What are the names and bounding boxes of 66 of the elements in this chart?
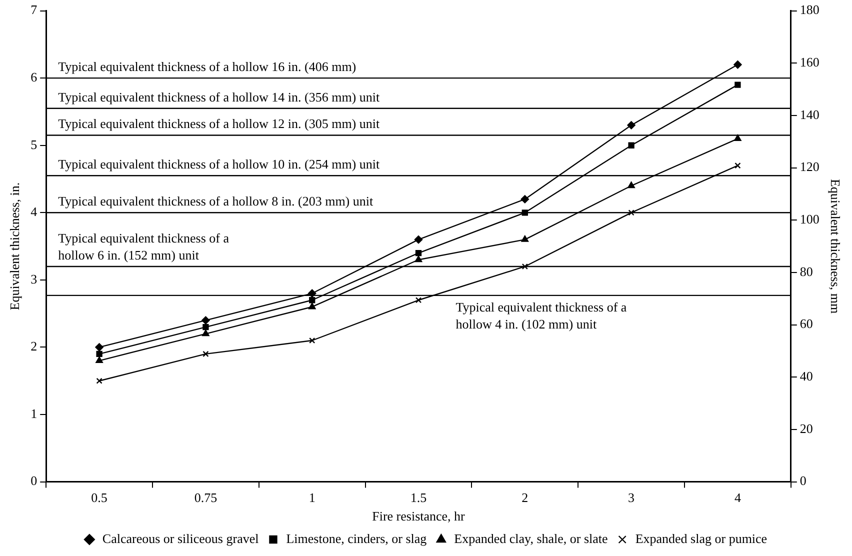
y-tick-label: 0 (30, 473, 38, 488)
y-tick-label: 7 (30, 2, 38, 18)
point (734, 60, 742, 69)
ref-line-label: Typical equivalent thickness of a hollow 6 in. (152 mm) unit (58, 230, 230, 262)
x-tick-label: 0.75 (194, 490, 218, 506)
legend-label: Expanded clay, shale, or slate (454, 530, 608, 546)
y-tick-label: 5 (30, 136, 38, 152)
y-axis-title: Equivalent thickness, in. (7, 182, 22, 310)
legend-label: Limestone, cinders, or slag (286, 530, 428, 546)
y2-tick-label: 100 (800, 212, 820, 227)
y2-tick-label: 160 (800, 54, 820, 70)
point (414, 235, 423, 244)
x-tick-label: 4 (734, 490, 742, 506)
point (520, 195, 529, 204)
point (521, 235, 529, 242)
y-tick-label: 6 (30, 70, 38, 85)
point (628, 210, 634, 216)
point (415, 250, 422, 256)
point (95, 343, 104, 352)
ref-line-label: Typical equivalent thickness of a hollow 16 in. (406 mm) (58, 59, 356, 74)
point (309, 337, 316, 344)
point (628, 142, 634, 148)
point (308, 302, 316, 310)
ref-line-label: Typical equivalent thickness of a hollow 10 in. (254 mm) unit (58, 156, 380, 172)
point (202, 330, 210, 336)
point (96, 356, 103, 364)
point (96, 378, 102, 384)
point (96, 350, 102, 358)
x-tick-label: 1.5 (410, 490, 427, 506)
y2-tick-label: 20 (800, 420, 813, 436)
legend-label: Calcareous or siliceous gravel (102, 530, 260, 546)
ref-line-label: Typical equivalent thickness of a hollow 4 in. (102 mm) unit (456, 299, 627, 332)
ref-line-label: Typical equivalent thickness of a hollow 14 in. (356 mm) unit (58, 89, 380, 104)
ref-line-label: Typical equivalent thickness of a hollow 12 in. (305 mm) unit (58, 116, 380, 132)
y2-tick-label: 180 (800, 2, 820, 18)
y-tick-label: 2 (30, 338, 38, 354)
point (414, 256, 422, 262)
point (734, 82, 741, 88)
point (734, 162, 741, 169)
point (734, 134, 742, 141)
x-tick-label: 3 (628, 490, 635, 506)
x-tick-label: 1 (308, 490, 316, 506)
point (202, 350, 209, 358)
point (627, 121, 636, 130)
x-tick-label: 0.5 (91, 490, 108, 506)
y2-axis-title: Equivalent thickness, mm (828, 178, 843, 314)
point (202, 316, 210, 324)
y2-tick-label: 40 (800, 368, 813, 384)
y2-tick-label: 0 (800, 473, 806, 488)
legend-label: Expanded slag or pumice (635, 530, 768, 546)
x-axis-title: Fire resistance, hr (372, 508, 466, 524)
x-tick-label: 2 (522, 490, 528, 506)
y-tick-label: 3 (30, 271, 38, 286)
y2-tick-label: 60 (800, 316, 813, 332)
ref-line-label: Typical equivalent thickness of a hollow 8 in. (203 mm) unit (58, 194, 374, 209)
y2-tick-label: 140 (800, 106, 820, 122)
point (522, 263, 528, 270)
point (308, 289, 316, 298)
y2-tick-label: 80 (800, 264, 813, 279)
point (309, 297, 316, 304)
point (202, 324, 209, 330)
point (628, 182, 635, 188)
y-tick-label: 1 (30, 406, 38, 421)
y-tick-label: 4 (30, 204, 38, 220)
point (415, 297, 422, 304)
y2-tick-label: 120 (800, 159, 820, 174)
